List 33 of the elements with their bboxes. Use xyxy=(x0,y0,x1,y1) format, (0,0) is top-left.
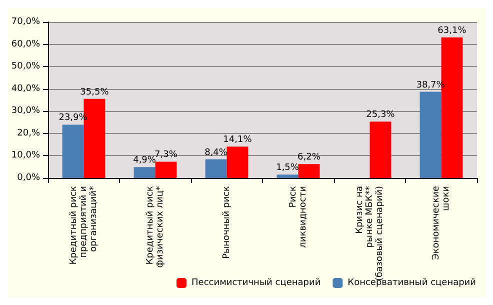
bar xyxy=(226,146,248,178)
y-tick-label: 30,0% xyxy=(11,106,40,116)
y-tick-label: 70,0% xyxy=(11,17,40,27)
y-tick-label: 0,0% xyxy=(17,173,40,183)
x-tick-label: Кризис на рынке МБК** (базовый сценарий) xyxy=(354,186,385,281)
y-tick-label: 20,% xyxy=(17,128,40,138)
y-tick-label: 10,0% xyxy=(11,150,40,161)
bar xyxy=(205,159,227,178)
data-label: 7,3% xyxy=(154,150,178,160)
data-label: 4,9% xyxy=(133,156,156,166)
bar xyxy=(370,122,392,178)
y-tick-label: 40,0% xyxy=(11,84,40,94)
x-tick-label: Рыночный риск xyxy=(222,185,232,259)
data-label: 63,1% xyxy=(438,26,467,36)
data-label: 8,4% xyxy=(204,148,228,158)
data-label: 6,2% xyxy=(298,152,321,163)
x-tick-label: Экономические шоки xyxy=(431,186,452,260)
x-tick-label: Кредитный риск предприятий и организаций* xyxy=(68,185,99,265)
x-tick-label: Риск ликвидности xyxy=(288,185,308,248)
data-label: 35,5% xyxy=(80,87,110,98)
y-tick-label: 60,0% xyxy=(11,39,40,50)
bar xyxy=(134,167,156,178)
legend-label: Консервативный сценарий xyxy=(348,278,476,288)
y-tick-label: 50,0% xyxy=(11,62,40,72)
bar xyxy=(298,164,320,178)
data-label: 1,5% xyxy=(276,163,300,174)
data-label: 14,1% xyxy=(223,135,252,146)
bar xyxy=(420,92,442,178)
legend-label: Пессимистичный сценарий xyxy=(192,278,321,288)
bar xyxy=(276,174,298,178)
bar xyxy=(62,124,84,178)
data-label: 25,3% xyxy=(366,110,396,120)
bar xyxy=(155,162,177,178)
